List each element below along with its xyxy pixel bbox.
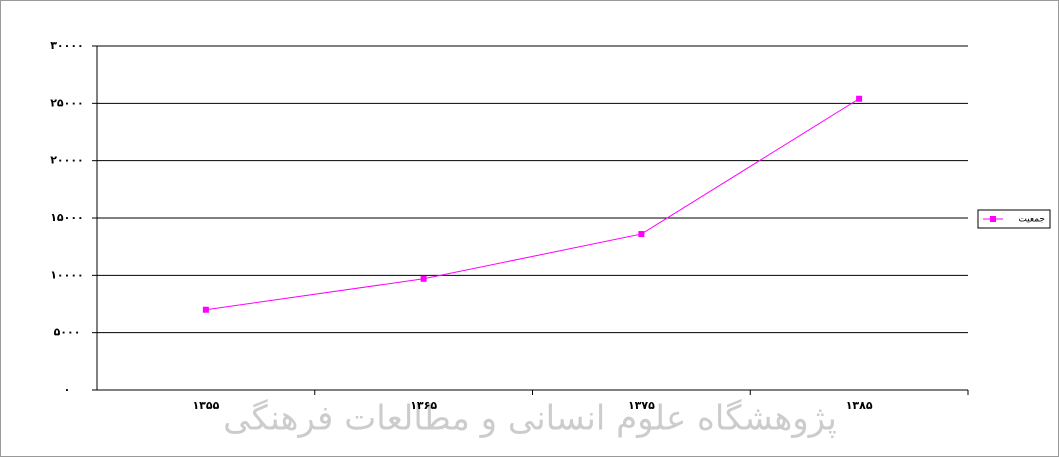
legend-marker xyxy=(990,216,996,222)
legend-label: جمعیت xyxy=(1018,215,1045,225)
watermark: پژوهشگاه علوم انسانی و مطالعات فرهنگی xyxy=(223,399,837,439)
y-tick-label: ۰ xyxy=(64,383,71,396)
point-marker xyxy=(638,231,644,237)
x-tick-label: ۱۳۶۵ xyxy=(410,399,437,412)
x-tick-label: ۱۳۵۵ xyxy=(192,399,219,412)
y-tick-label: ۲۵۰۰۰ xyxy=(50,96,84,109)
chart-frame xyxy=(1,1,1059,457)
x-tick-label: ۱۳۸۵ xyxy=(846,399,873,412)
y-tick-label: ۳۰۰۰۰ xyxy=(50,39,84,52)
chart: پژوهشگاه علوم انسانی و مطالعات فرهنگی ۰ ۵… xyxy=(0,0,1059,457)
page: پژوهشگاه علوم انسانی و مطالعات فرهنگی ۰ ۵… xyxy=(0,0,1059,457)
point-marker xyxy=(203,307,209,313)
y-tick-label: ۵۰۰۰ xyxy=(54,326,81,339)
x-tick-label: ۱۳۷۵ xyxy=(628,399,655,412)
y-tick-label: ۱۵۰۰۰ xyxy=(50,211,84,224)
point-marker xyxy=(421,276,427,282)
y-tick-label: ۲۰۰۰۰ xyxy=(50,154,84,167)
point-marker xyxy=(856,96,862,102)
y-tick-label: ۱۰۰۰۰ xyxy=(50,268,84,281)
